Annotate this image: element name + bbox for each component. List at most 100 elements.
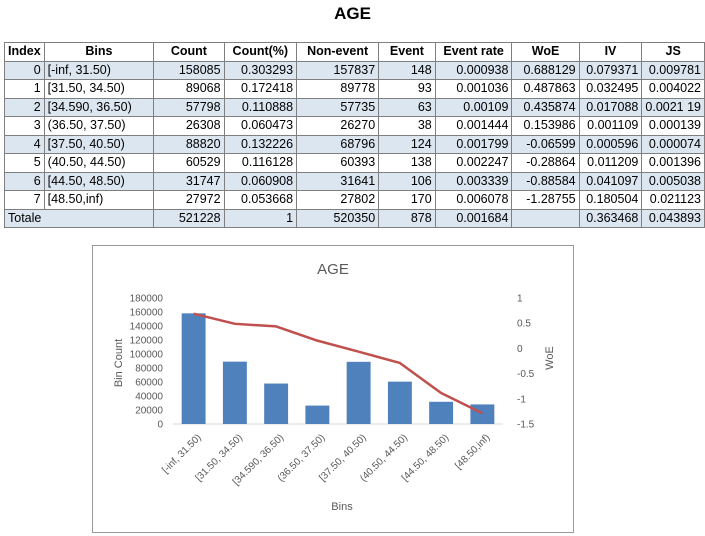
y2-tick-label: -1: [517, 394, 526, 405]
cell-js: 0.005038: [641, 171, 705, 191]
chart-area: AGE Bin Count WoE Bins 0 20000 40000 60000 8…: [92, 245, 574, 533]
table-row: 3 (36.50, 37.50) 26308 0.060473 26270 38 0.001…: [4, 116, 705, 136]
cell-bin: [37.50, 40.50): [43, 134, 155, 154]
table-row: 2 [34.590, 36.50) 57798 0.110888 57735 63 0.00…: [4, 97, 705, 117]
cell-index: 0: [4, 60, 45, 80]
cell-event: 106: [378, 171, 436, 191]
x-tick-label: [-inf, 31.50): [160, 432, 204, 476]
cell-non-event: 157837: [296, 60, 380, 80]
table-row: 0 [-inf, 31.50) 158085 0.303293 157837 148 0.0…: [4, 60, 705, 80]
bar: [181, 313, 206, 424]
cell-event-rate: 0.001799: [434, 134, 513, 154]
cell-count-pct: 0.132226: [223, 134, 298, 154]
total-js: 0.043893: [641, 208, 705, 228]
header-event: Event: [378, 42, 436, 62]
cell-event-rate: 0.00109: [434, 97, 513, 117]
y-tick-label: 180000: [130, 294, 164, 305]
header-js: JS: [641, 42, 705, 62]
y-axis-label: Bin Count: [113, 339, 125, 387]
total-count: 521228: [153, 208, 225, 228]
cell-event-rate: 0.002247: [434, 153, 513, 173]
table-row: 4 [37.50, 40.50) 88820 0.132226 68796 124 0.00…: [4, 134, 705, 154]
table-body: 0 [-inf, 31.50) 158085 0.303293 157837 148 0.0…: [4, 60, 705, 210]
table-header-row: Index Bins Count Count(%) Non-event Even…: [4, 42, 705, 62]
cell-bin: [48.50,inf): [43, 190, 155, 210]
total-non-event: 520350: [296, 208, 380, 228]
combo-chart: AGE Bin Count WoE Bins 0 20000 40000 60000 8…: [113, 261, 556, 513]
cell-count: 60529: [153, 153, 225, 173]
cell-index: 5: [4, 153, 45, 173]
y-tick-label: 60000: [135, 378, 163, 389]
cell-woe: -1.28755: [511, 190, 580, 210]
cell-bin: (36.50, 37.50): [43, 116, 155, 136]
cell-event: 93: [378, 79, 436, 99]
cell-woe: -0.06599: [511, 134, 580, 154]
header-non-event: Non-event: [296, 42, 380, 62]
cell-event-rate: 0.006078: [434, 190, 513, 210]
cell-count: 26308: [153, 116, 225, 136]
cell-event-rate: 0.000938: [434, 60, 513, 80]
total-event-rate: 0.001684: [434, 208, 513, 228]
cell-index: 7: [4, 190, 45, 210]
cell-event: 124: [378, 134, 436, 154]
woe-line: [193, 312, 483, 415]
cell-iv: 0.180504: [578, 190, 643, 210]
total-event: 878: [378, 208, 436, 228]
y-tick-label: 20000: [135, 406, 163, 417]
bar: [387, 381, 412, 424]
y-tick-label: 120000: [130, 336, 164, 347]
header-iv: IV: [578, 42, 643, 62]
cell-iv: 0.041097: [578, 171, 643, 191]
cell-event: 63: [378, 97, 436, 117]
plot-layer: 0 20000 40000 60000 80000 100000 120000 140000 1…: [130, 294, 535, 488]
total-count-pct: 1: [223, 208, 298, 228]
y-tick-label: 160000: [130, 308, 164, 319]
x-axis-label: Bins: [331, 501, 353, 513]
table-total-row: Totale 521228 1 520350 878 0.001684 0.36…: [3, 208, 705, 228]
cell-index: 4: [4, 134, 45, 154]
cell-count: 31747: [153, 171, 225, 191]
y-tick-label: 140000: [130, 322, 164, 333]
bins-table: Index Bins Count Count(%) Non-event Even…: [3, 42, 705, 228]
cell-woe: -0.28864: [511, 153, 580, 173]
bar: [470, 404, 495, 424]
cell-event-rate: 0.001444: [434, 116, 513, 136]
table-row: 7 [48.50,inf) 27972 0.053668 27802 170 0.00607…: [4, 190, 705, 210]
cell-count-pct: 0.303293: [223, 60, 298, 80]
cell-count-pct: 0.116128: [223, 153, 298, 173]
header-count: Count: [153, 42, 225, 62]
cell-event: 38: [378, 116, 436, 136]
cell-non-event: 68796: [296, 134, 380, 154]
y-tick-label: 40000: [135, 392, 163, 403]
bar: [264, 383, 289, 424]
cell-iv: 0.000596: [578, 134, 643, 154]
page-title: AGE: [334, 4, 371, 23]
cell-count: 89068: [153, 79, 225, 99]
cell-index: 6: [4, 171, 45, 191]
cell-non-event: 89778: [296, 79, 380, 99]
y2-tick-label: -1.5: [517, 420, 535, 431]
bar: [305, 405, 330, 424]
header-event-rate: Event rate: [434, 42, 513, 62]
cell-js: 0.000074: [641, 134, 705, 154]
cell-event-rate: 0.001036: [434, 79, 513, 99]
y2-axis-label: WoE: [544, 346, 556, 370]
cell-non-event: 26270: [296, 116, 380, 136]
cell-bin: [31.50, 34.50): [43, 79, 155, 99]
cell-woe: -0.88584: [511, 171, 580, 191]
cell-count-pct: 0.172418: [223, 79, 298, 99]
cell-bin: [-inf, 31.50): [43, 60, 155, 80]
cell-non-event: 57735: [296, 97, 380, 117]
y2-tick-label: -0.5: [517, 369, 535, 380]
cell-index: 1: [4, 79, 45, 99]
header-woe: WoE: [511, 42, 580, 62]
cell-event: 170: [378, 190, 436, 210]
cell-iv: 0.017088: [578, 97, 643, 117]
y2-tick-label: 0: [517, 344, 523, 355]
total-woe: [511, 208, 580, 228]
bar: [222, 361, 247, 424]
bar: [429, 401, 454, 424]
cell-js: 0.001396: [641, 153, 705, 173]
cell-count-pct: 0.060908: [223, 171, 298, 191]
y-tick-label: 80000: [135, 364, 163, 375]
